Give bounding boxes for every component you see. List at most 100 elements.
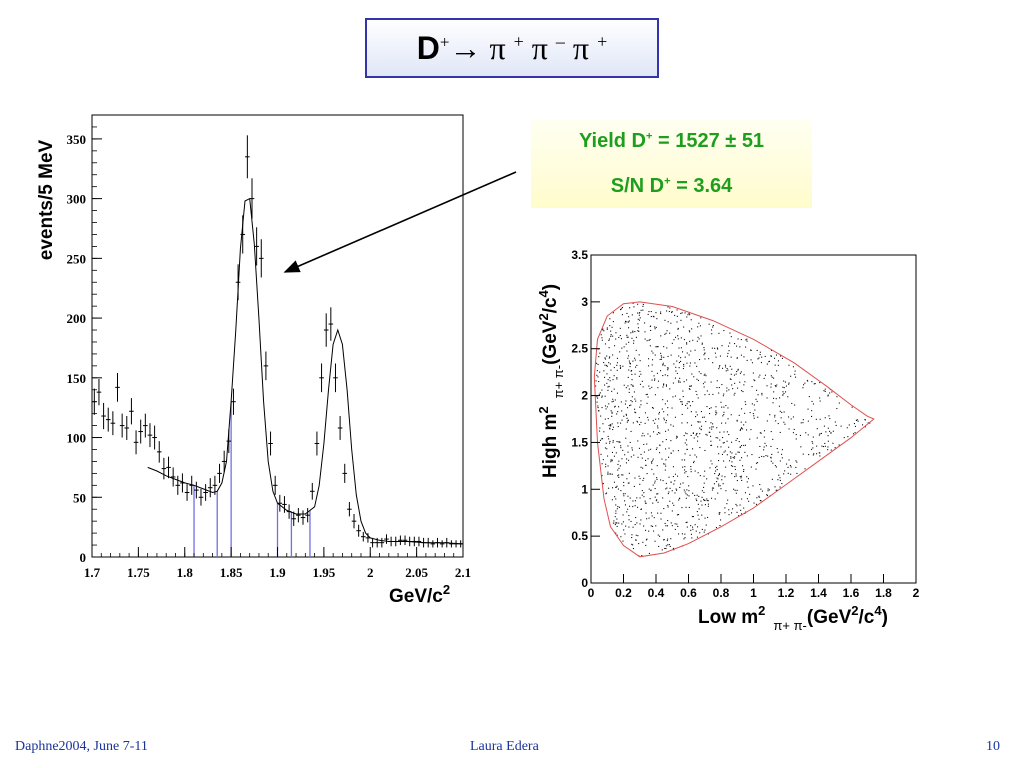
dalitz-point [690, 434, 692, 436]
dalitz-point [754, 409, 756, 411]
dalitz-point [612, 321, 614, 323]
dalitz-point [739, 372, 741, 374]
dalitz-point [781, 457, 783, 459]
dalitz-point [831, 391, 833, 393]
dalitz-point [674, 377, 676, 379]
dalitz-point [705, 433, 707, 435]
dalitz-point [743, 356, 745, 358]
dalitz-point [718, 387, 720, 389]
dalitz-point [717, 492, 719, 494]
dalitz-x-tick-label: 0.8 [713, 586, 730, 600]
dalitz-point [708, 393, 710, 395]
dalitz-point [734, 466, 736, 468]
dalitz-point [667, 368, 669, 370]
dalitz-point [658, 545, 660, 547]
dalitz-point [632, 331, 634, 333]
dalitz-point [644, 331, 646, 333]
dalitz-point [761, 392, 763, 394]
dalitz-point [719, 485, 721, 487]
dalitz-point [637, 506, 639, 508]
dalitz-point [834, 447, 836, 449]
dalitz-point [731, 512, 733, 514]
dalitz-point [703, 531, 705, 533]
dalitz-point [735, 503, 737, 505]
data-point [416, 536, 422, 547]
dalitz-point [704, 394, 706, 396]
dalitz-point [637, 323, 639, 325]
dalitz-point [646, 538, 648, 540]
dalitz-point [616, 392, 618, 394]
dalitz-point [777, 479, 779, 481]
dalitz-point [816, 445, 818, 447]
data-point [347, 502, 352, 517]
dalitz-point [638, 319, 640, 321]
dalitz-point [610, 334, 612, 336]
dalitz-point [736, 438, 738, 440]
dalitz-point [663, 411, 665, 413]
yield-prefix: Yield D [578, 130, 646, 152]
dalitz-point [657, 387, 659, 389]
dalitz-point [629, 366, 631, 368]
dalitz-point [622, 493, 624, 495]
dalitz-point [795, 466, 797, 468]
dalitz-point [655, 326, 657, 328]
dalitz-point [633, 454, 635, 456]
dalitz-point [819, 455, 821, 457]
dalitz-point [616, 377, 618, 379]
dalitz-point [730, 356, 732, 358]
dalitz-point [747, 478, 749, 480]
dalitz-point [647, 396, 649, 398]
dalitz-point [642, 479, 644, 481]
dalitz-point [610, 330, 612, 332]
dalitz-point [718, 474, 720, 476]
dalitz-x-tick-label: 0.4 [648, 586, 665, 600]
dalitz-point [619, 365, 621, 367]
dalitz-point [635, 336, 637, 338]
dalitz-point [784, 381, 786, 383]
dalitz-point [811, 400, 813, 402]
dalitz-ylabel-sup: 2 [536, 406, 551, 413]
dalitz-point [597, 407, 599, 409]
data-point [170, 467, 176, 487]
dalitz-point [595, 385, 597, 387]
dalitz-point [658, 413, 660, 415]
dalitz-point [627, 376, 629, 378]
dalitz-point [644, 502, 646, 504]
dalitz-point [637, 421, 639, 423]
dalitz-point [682, 390, 684, 392]
dalitz-point [766, 385, 768, 387]
dalitz-point [729, 460, 731, 462]
dalitz-point [616, 534, 618, 536]
dalitz-point [699, 447, 701, 449]
dalitz-point [651, 370, 653, 372]
dalitz-point [675, 437, 677, 439]
dalitz-point [736, 489, 738, 491]
title-pi-1: π [489, 29, 506, 66]
dalitz-point [819, 382, 821, 384]
dalitz-point [648, 517, 650, 519]
dalitz-point [670, 538, 672, 540]
dalitz-point [639, 478, 641, 480]
dalitz-point [677, 475, 679, 477]
dalitz-point [624, 322, 626, 324]
dalitz-point [628, 519, 630, 521]
dalitz-point [656, 499, 658, 501]
dalitz-point [621, 419, 623, 421]
dalitz-point [766, 420, 768, 422]
dalitz-point [715, 414, 717, 416]
dalitz-point [647, 433, 649, 435]
dalitz-point [639, 523, 641, 525]
mass-y-tick-label: 150 [67, 371, 87, 386]
dalitz-point [734, 489, 736, 491]
dalitz-point [740, 477, 742, 479]
dalitz-point [618, 441, 620, 443]
dalitz-point [639, 424, 641, 426]
dalitz-point [692, 448, 694, 450]
dalitz-point [745, 421, 747, 423]
data-point [379, 537, 385, 548]
dalitz-point [795, 438, 797, 440]
dalitz-point [674, 416, 676, 418]
dalitz-point [739, 476, 741, 478]
dalitz-point [743, 469, 745, 471]
